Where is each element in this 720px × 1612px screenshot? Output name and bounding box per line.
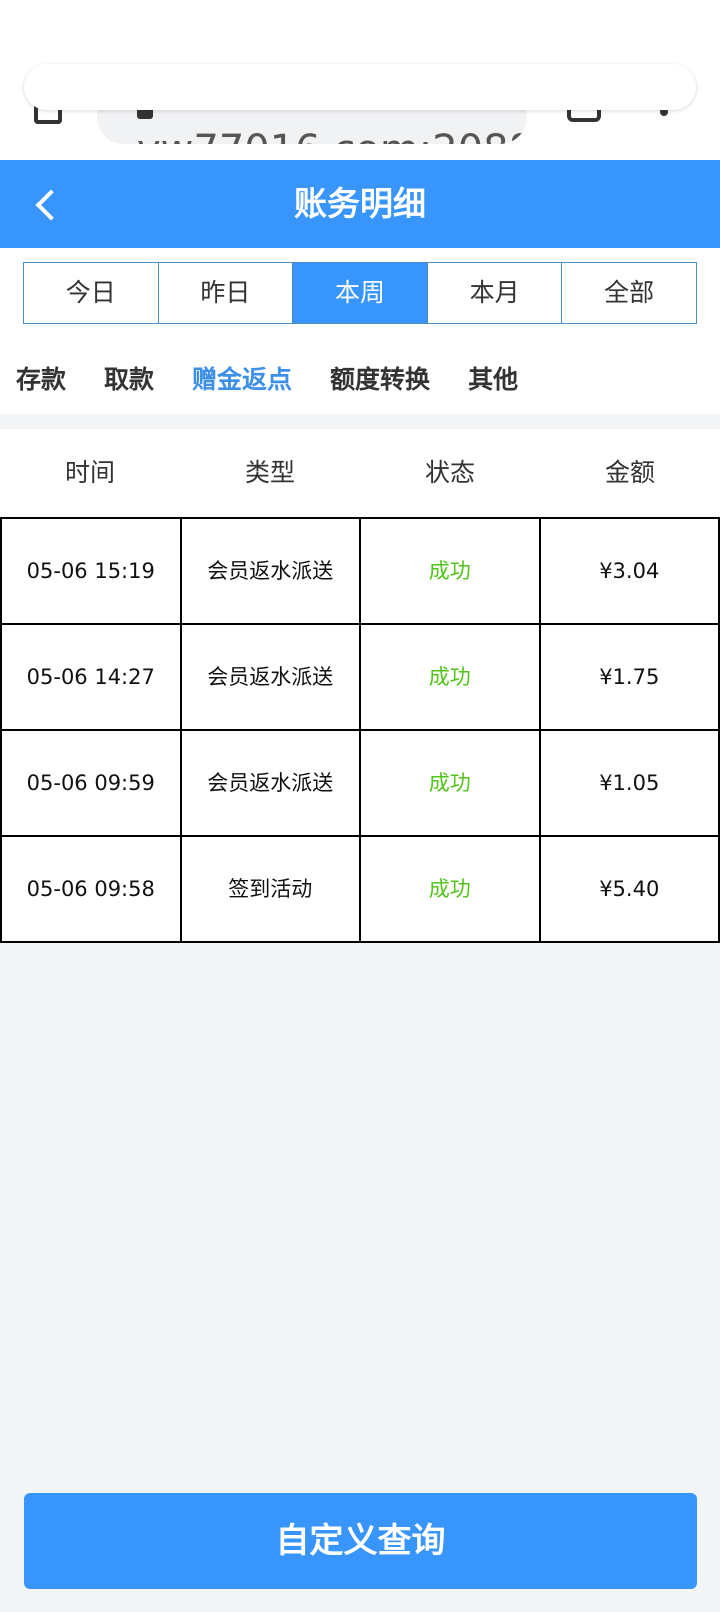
type-cell: 会员返水派送 [182,519,361,623]
custom-query-button[interactable]: 自定义查询 [24,1493,697,1589]
category-withdraw[interactable]: 取款 [104,365,155,394]
column-header: 状态 [424,458,475,487]
back-icon[interactable] [35,189,67,221]
amount-cell: ¥1.75 [541,625,720,729]
type-cell: 会员返水派送 [182,625,361,729]
more-menu-icon[interactable] [660,108,668,116]
column-header: 类型 [244,458,295,487]
table-body: 05-06 15:19 会员返水派送 成功 ¥3.04 05-06 14:27 会员返水派… [0,517,720,943]
type-cell: 会员返水派送 [182,731,361,835]
tab-yesterday[interactable]: 昨日 [157,263,293,323]
amount-cell: ¥3.04 [541,519,720,623]
amount-cell: ¥5.40 [541,837,720,941]
page-title: 账务明细 [294,184,426,223]
table-row: 05-06 09:59 会员返水派送 成功 ¥1.05 [2,731,720,837]
page-header: 账务明细 [0,160,720,248]
category-bonus-rebate[interactable]: 赠金返点 [192,365,293,394]
status-cell: 成功 [361,625,541,729]
time-cell: 05-06 09:59 [2,731,182,835]
amount-cell: ¥1.05 [541,731,720,835]
tab-today[interactable]: 今日 [65,278,116,307]
table-row: 05-06 14:27 会员返水派送 成功 ¥1.75 [2,625,720,731]
tabs-icon[interactable] [34,100,62,124]
status-cell: 成功 [361,519,541,623]
status-cell: 成功 [361,731,541,835]
category-other[interactable]: 其他 [468,365,519,394]
tab-all[interactable]: 全部 [561,263,696,323]
url-text: vw77016.com:2088 [137,127,527,144]
time-cell: 05-06 14:27 [2,625,182,729]
tab-this-week[interactable]: 本周 [292,263,427,323]
overlay-pill [24,64,696,110]
category-tabs: 存款 取款 赠金返点 额度转换 其他 [16,360,518,396]
time-cell: 05-06 15:19 [2,519,182,623]
table-row: 05-06 09:58 签到活动 成功 ¥5.40 [2,837,720,943]
type-cell: 签到活动 [182,837,361,941]
category-deposit[interactable]: 存款 [16,365,67,394]
time-cell: 05-06 09:58 [2,837,182,941]
tab-this-month[interactable]: 本月 [426,263,562,323]
period-tabs: 今日 昨日 本周 本月 全部 [23,262,697,324]
records-table: 时间 类型 状态 金额 05-06 15:19 会员返水派送 成功 ¥3.04 05-0… [0,429,720,943]
download-icon[interactable] [567,100,601,122]
table-header: 时间 类型 状态 金额 [0,429,720,517]
column-header: 金额 [604,458,655,487]
browser-toolbar: vw77016.com:2088 [0,0,720,160]
table-row: 05-06 15:19 会员返水派送 成功 ¥3.04 [2,519,720,625]
column-header: 时间 [64,458,115,487]
status-cell: 成功 [361,837,541,941]
category-transfer[interactable]: 额度转换 [330,365,431,394]
